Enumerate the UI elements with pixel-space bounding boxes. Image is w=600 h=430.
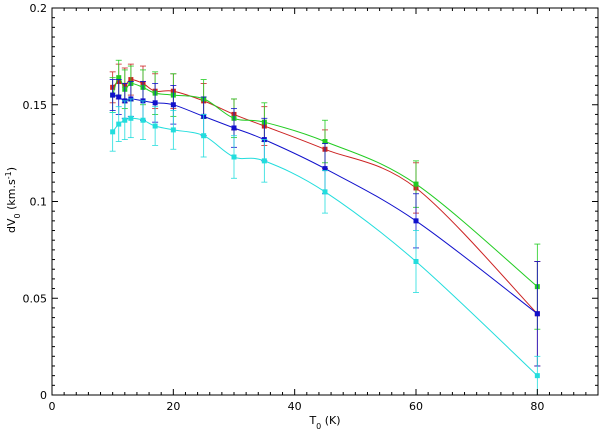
data-point <box>110 129 116 135</box>
data-point <box>116 75 122 81</box>
y-axis-label: dV0 (km.s-1) <box>4 167 22 233</box>
data-point <box>534 373 540 379</box>
data-point <box>534 311 540 317</box>
data-point <box>128 115 134 121</box>
y-tick-label: 0.1 <box>30 196 48 209</box>
x-tick-label: 0 <box>49 400 56 413</box>
data-point <box>170 127 176 133</box>
data-point <box>231 154 237 160</box>
axes: 0 20 40 60 80 0 0.05 0.1 0.15 0.2 <box>23 2 598 413</box>
data-point <box>413 181 419 187</box>
x-tick-label: 20 <box>166 400 180 413</box>
y-tick-label: 0.2 <box>30 2 48 15</box>
data-point <box>170 102 176 108</box>
data-point <box>152 100 158 106</box>
data-point <box>140 117 146 123</box>
series-1 <box>109 63 541 367</box>
axis-labels: T0 (K) dV0 (km.s-1) <box>4 167 341 430</box>
data-point <box>322 189 328 195</box>
data-point <box>322 166 328 172</box>
data-point <box>261 158 267 164</box>
data-point <box>152 123 158 129</box>
y-tick-label: 0.05 <box>23 292 48 305</box>
x-tick-label: 80 <box>530 400 544 413</box>
data-point <box>322 139 328 145</box>
y-tick-label: 0 <box>40 389 47 402</box>
x-tick-label: 60 <box>409 400 423 413</box>
data-point <box>110 92 116 98</box>
data-point <box>116 94 122 100</box>
x-axis-label: T0 (K) <box>308 414 340 430</box>
data-point <box>413 258 419 264</box>
data-point <box>231 125 237 131</box>
data-point <box>122 117 128 123</box>
data-point <box>413 218 419 224</box>
data-point <box>201 133 207 139</box>
x-tick-label: 40 <box>288 400 302 413</box>
y-tick-label: 0.15 <box>23 99 48 112</box>
plot-content <box>109 59 541 396</box>
data-point <box>116 121 122 127</box>
series-4 <box>109 98 541 396</box>
